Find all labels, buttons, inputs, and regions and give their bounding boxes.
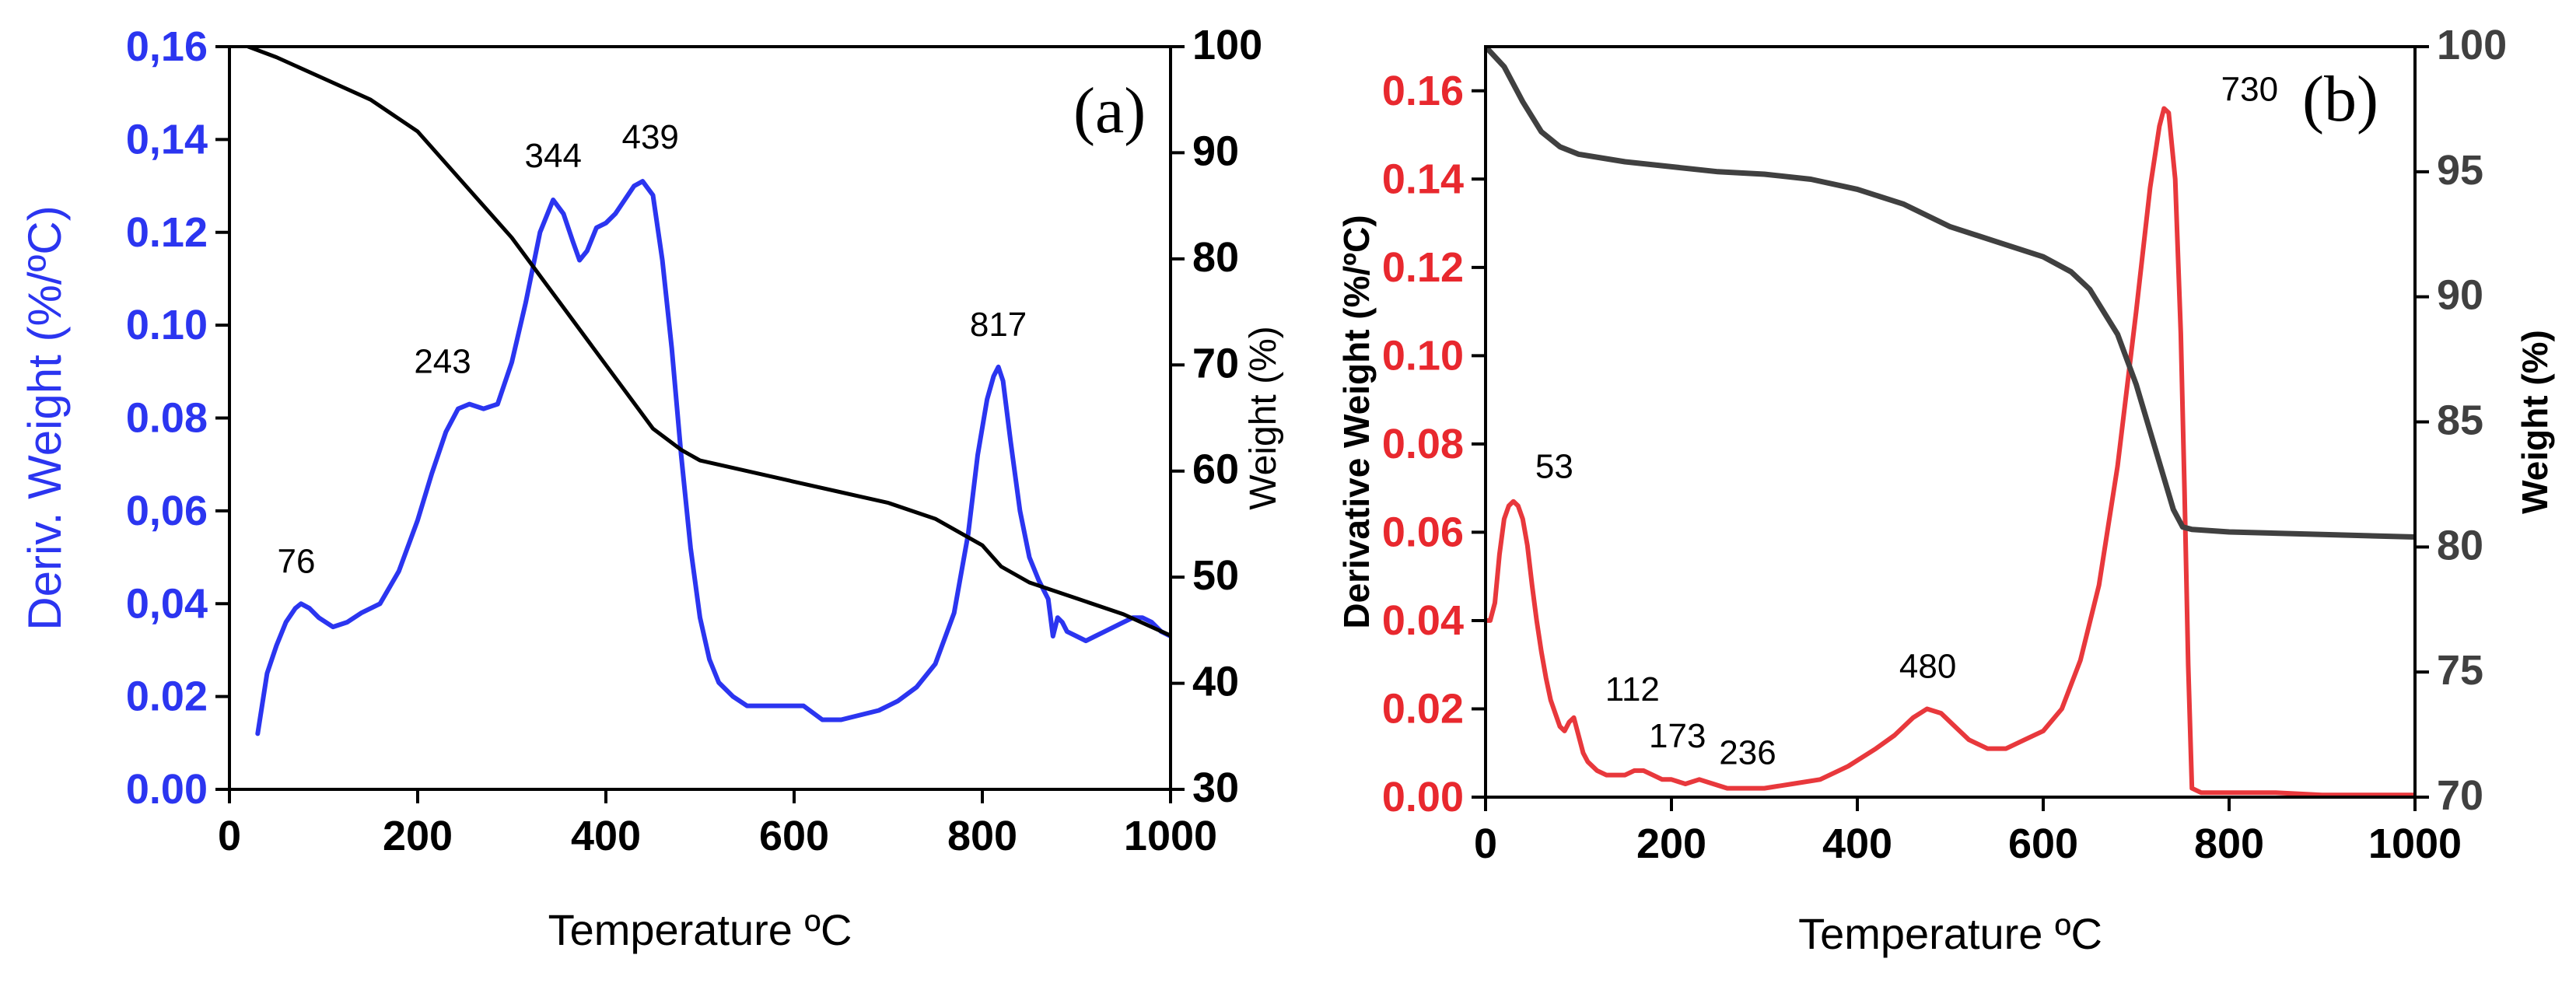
peak-label: 112 xyxy=(1605,670,1660,708)
peak-label: 439 xyxy=(621,118,678,156)
x-tick-label: 0 xyxy=(218,813,241,859)
peak-label: 53 xyxy=(1535,448,1573,486)
y-left-tick-label: 0.08 xyxy=(1382,421,1464,467)
y-right-tick-label: 80 xyxy=(1192,234,1239,281)
x-tick-label: 800 xyxy=(2194,820,2264,867)
plot-frame xyxy=(228,45,1172,791)
y-right-tick-label: 40 xyxy=(1192,659,1239,705)
x-tick-label: 1000 xyxy=(2368,820,2462,867)
x-tick-label: 400 xyxy=(571,813,641,859)
y-left-tick-label: 0.02 xyxy=(1382,685,1464,732)
derivative-weight-line xyxy=(1486,106,2415,797)
y-left-axis-label: Deriv. Weight (%/ºC) xyxy=(19,205,71,630)
panel-a: 0 200 400 600 800 1000 0.00 0.02 0,04 0,06 0.08 0.1… xyxy=(19,22,1284,954)
x-tick-label: 400 xyxy=(1822,820,1892,867)
x-axis-label: Temperature ºC xyxy=(548,905,852,954)
y-left-axis-label: Derivative Weight (%/ºC) xyxy=(1336,215,1377,628)
y-left-tick-label: 0.12 xyxy=(1382,244,1464,291)
y-right-tick-label: 100 xyxy=(2437,22,2507,68)
peak-label: 817 xyxy=(970,306,1027,344)
x-tick-label: 1000 xyxy=(1124,813,1217,859)
panel-label: (b) xyxy=(2302,63,2378,135)
y-right-tick-label: 90 xyxy=(2437,272,2483,319)
x-tick-label: 800 xyxy=(947,813,1017,859)
y-right-tick-label: 70 xyxy=(1192,340,1239,387)
weight-line xyxy=(246,47,1171,638)
x-tick-label: 200 xyxy=(1636,820,1706,867)
y-left-tick-label: 0,04 xyxy=(126,580,208,627)
peak-label: 76 xyxy=(277,542,315,580)
y-right-tick-label: 100 xyxy=(1192,22,1262,68)
weight-line xyxy=(1486,47,2415,540)
peak-label: 236 xyxy=(1719,733,1776,771)
x-tick-label: 600 xyxy=(759,813,829,859)
peak-label: 480 xyxy=(1899,647,1956,685)
y-left-tick-label: 0.00 xyxy=(1382,774,1464,820)
y-right-tick-label: 75 xyxy=(2437,647,2483,694)
y-left-tick-label: 0.12 xyxy=(126,209,208,256)
y-left-tick-label: 0.14 xyxy=(1382,156,1464,202)
y-right-tick-label: 90 xyxy=(1192,128,1239,174)
x-axis-label: Temperature ºC xyxy=(1798,909,2102,958)
y-left-tick-label: 0.00 xyxy=(126,766,208,813)
panel-b: 0 200 400 600 800 1000 0.00 0.02 0.04 0.06 0.08 0.1… xyxy=(1336,22,2555,958)
y-right-tick-label: 85 xyxy=(2437,397,2483,444)
y-right-axis-label: Weight (%) xyxy=(1243,326,1284,510)
y-left-tick-label: 0,16 xyxy=(126,23,208,70)
y-left-tick-label: 0.06 xyxy=(1382,509,1464,555)
y-right-axis-label: Weight (%) xyxy=(2515,330,2555,514)
y-left-tick-label: 0,06 xyxy=(126,488,208,534)
derivative-weight-line xyxy=(255,179,1171,736)
peak-label: 344 xyxy=(525,137,582,175)
y-left-tick-label: 0.10 xyxy=(126,302,208,348)
y-left-tick-label: 0,14 xyxy=(126,116,208,163)
y-right-tick-label: 95 xyxy=(2437,147,2483,194)
y-right-tick-label: 80 xyxy=(2437,522,2483,568)
y-right-tick-label: 60 xyxy=(1192,446,1239,493)
peak-label: 730 xyxy=(2221,70,2278,108)
x-tick-label: 600 xyxy=(2008,820,2078,867)
y-left-tick-label: 0.02 xyxy=(126,673,208,720)
y-right-tick-label: 70 xyxy=(2437,772,2483,819)
peak-label: 243 xyxy=(414,343,471,381)
y-right-tick-label: 30 xyxy=(1192,764,1239,811)
y-left-tick-label: 0.08 xyxy=(126,395,208,442)
x-tick-label: 200 xyxy=(383,813,453,859)
y-left-tick-label: 0.04 xyxy=(1382,597,1464,644)
y-left-tick-label: 0.10 xyxy=(1382,332,1464,379)
panel-label: (a) xyxy=(1073,75,1146,147)
peak-label: 173 xyxy=(1649,717,1706,755)
y-left-tick-label: 0.16 xyxy=(1382,68,1464,114)
y-right-tick-label: 50 xyxy=(1192,552,1239,599)
x-tick-label: 0 xyxy=(1474,820,1497,867)
